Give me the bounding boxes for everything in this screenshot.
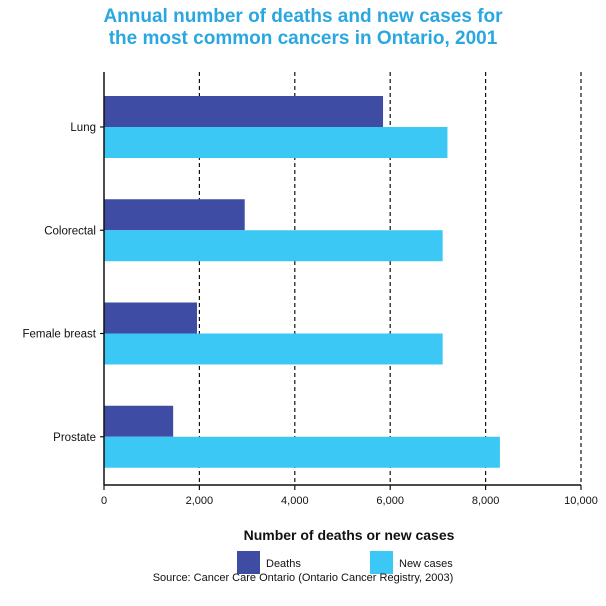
legend-label-new-cases: New cases xyxy=(399,558,453,570)
category-label-2: Female breast xyxy=(22,329,96,341)
x-tick-label-5: 10,000 xyxy=(564,495,598,507)
bars xyxy=(104,96,500,468)
legend-label-deaths: Deaths xyxy=(266,558,301,570)
bar-deaths-0 xyxy=(104,96,384,127)
bar-new-cases-1 xyxy=(104,230,443,262)
bar-new-cases-2 xyxy=(104,333,443,365)
legend-swatch-new-cases xyxy=(370,551,393,574)
legend: Deaths New cases xyxy=(237,551,453,574)
bar-deaths-3 xyxy=(104,405,174,437)
x-axis-title: Number of deaths or new cases xyxy=(244,527,455,543)
bar-deaths-2 xyxy=(104,302,198,334)
bar-new-cases-3 xyxy=(104,436,500,468)
gridlines xyxy=(198,72,582,485)
bar-new-cases-0 xyxy=(104,127,448,158)
x-tick-label-0: 0 xyxy=(101,495,107,507)
x-tick-label-3: 6,000 xyxy=(376,495,404,507)
legend-swatch-deaths xyxy=(237,551,260,574)
x-tick-label-4: 8,000 xyxy=(472,495,500,507)
chart-title-line-2: the most common cancers in Ontario, 2001 xyxy=(108,28,498,49)
bar-deaths-1 xyxy=(104,199,245,231)
category-label-3: Prostate xyxy=(53,432,96,444)
x-tick-label-1: 2,000 xyxy=(186,495,214,507)
labels: Lung Colorectal Female breast Prostate 0 2,00… xyxy=(22,122,597,507)
category-label-0: Lung xyxy=(70,122,96,134)
source-note: Source: Cancer Care Ontario (Ontario Can… xyxy=(152,572,454,584)
chart-title-line-1: Annual number of deaths and new cases fo… xyxy=(103,6,503,27)
chart-title: Annual number of deaths and new cases fo… xyxy=(0,6,606,50)
axes xyxy=(100,72,582,490)
x-tick-label-2: 4,000 xyxy=(281,495,309,507)
category-label-1: Colorectal xyxy=(44,225,96,237)
